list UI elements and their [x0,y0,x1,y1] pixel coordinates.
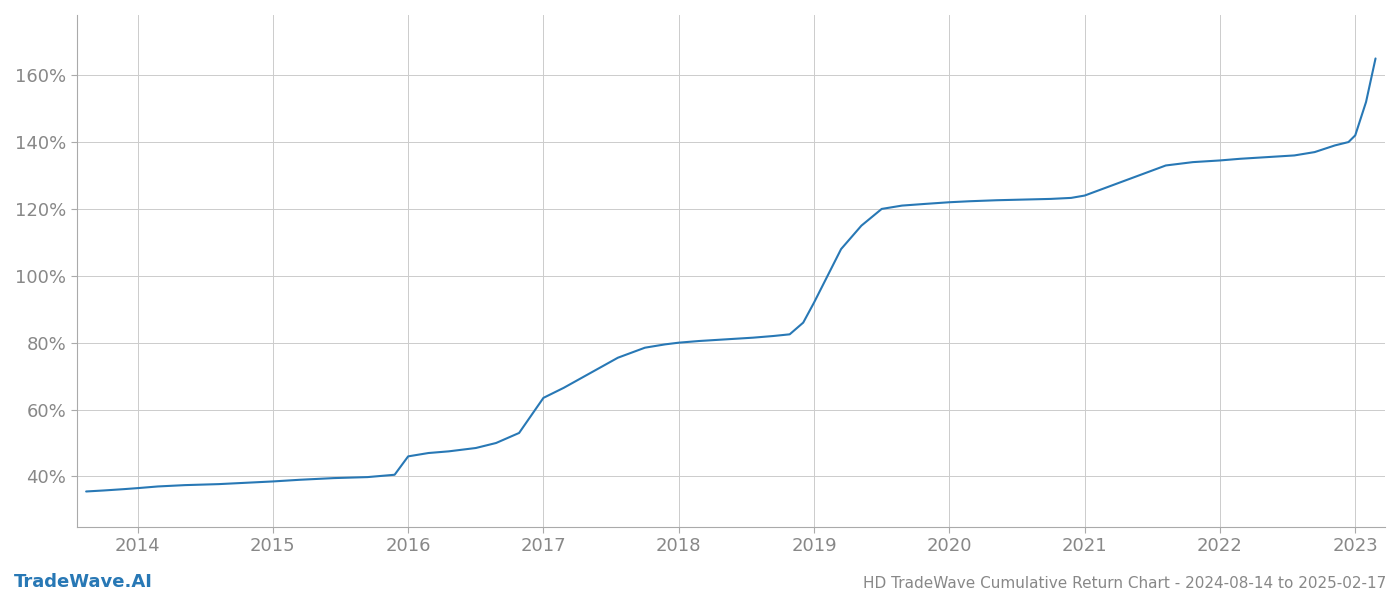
Text: HD TradeWave Cumulative Return Chart - 2024-08-14 to 2025-02-17: HD TradeWave Cumulative Return Chart - 2… [862,576,1386,591]
Text: TradeWave.AI: TradeWave.AI [14,573,153,591]
